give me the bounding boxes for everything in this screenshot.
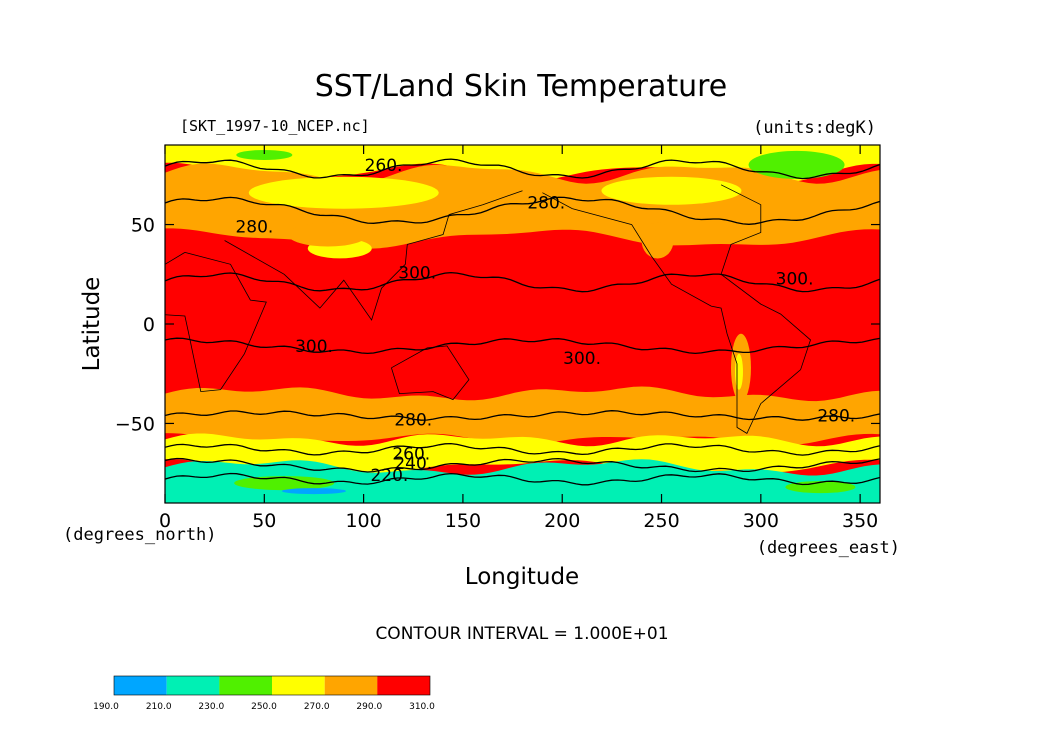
x-tick-label: 250	[643, 510, 679, 532]
colorbar-tick-label: 210.0	[146, 702, 172, 712]
chart-title: SST/Land Skin Temperature	[315, 69, 728, 104]
coastline-africa	[165, 252, 267, 393]
contour-300-north	[165, 271, 880, 293]
patch-antarctic-green-1	[234, 476, 335, 491]
x-axis-label: Longitude	[465, 564, 579, 590]
contour-label: 240.	[394, 454, 432, 474]
chart-subtitle-left: [SKT_1997-10_NCEP.nc]	[180, 117, 370, 135]
colorbar-swatch	[377, 676, 430, 695]
patch-antarctic-blue	[281, 488, 346, 495]
coastline-americas	[542, 184, 811, 434]
coastline-australia	[391, 345, 470, 401]
colorbar-swatch	[114, 676, 167, 695]
x-tick-label: 350	[842, 510, 878, 532]
y-axis-unit: (degrees_north)	[63, 525, 217, 545]
x-tick-label: 200	[544, 510, 580, 532]
y-tick-label: −50	[115, 413, 155, 435]
contour-label: 300.	[398, 263, 436, 283]
patch-siberia-yellow	[248, 176, 439, 209]
colorbar-swatch	[166, 676, 220, 695]
x-tick-label: 50	[252, 510, 276, 532]
zone-south-subpolar	[165, 433, 880, 476]
y-tick-label: 50	[131, 215, 155, 237]
contour-label: 260.	[365, 156, 403, 176]
contour-label: 280.	[817, 407, 855, 427]
x-tick-label: 100	[345, 510, 381, 532]
chart-subtitle-right: (units:degK)	[753, 118, 876, 138]
x-tick-label: 0	[159, 510, 171, 532]
colorbar-swatch	[272, 676, 325, 695]
colorbar-swatch	[219, 676, 272, 695]
colorbar: 190.0 210.0 230.0 250.0 270.0 290.0 310.0	[93, 675, 435, 712]
colorbar-tick-label: 230.0	[198, 702, 224, 712]
y-axis-label: Latitude	[79, 277, 105, 372]
patch-andes-yellow	[734, 353, 743, 390]
patch-canada-yellow	[601, 176, 742, 205]
x-tick-label: 150	[445, 510, 481, 532]
contour-280-south	[165, 410, 880, 421]
contour-label: 300.	[563, 349, 601, 369]
contour-label: 220.	[370, 466, 408, 486]
x-axis-unit: (degrees_east)	[757, 538, 900, 558]
contour-label: 300.	[776, 269, 814, 289]
contour-240-south	[165, 457, 880, 473]
patch-greenland	[748, 150, 845, 179]
contour-220-south	[165, 472, 880, 486]
zone-north-polar	[165, 145, 880, 183]
contour-260-north	[165, 158, 880, 180]
plot-area	[165, 145, 880, 503]
contour-label: 280.	[527, 194, 565, 214]
contour-label: 300.	[295, 337, 333, 357]
colorbar-tick-label: 310.0	[409, 702, 435, 712]
coastline-asia	[224, 190, 523, 321]
colorbar-tick-label: 290.0	[356, 702, 382, 712]
x-tick-label: 300	[743, 510, 779, 532]
patch-rockies	[641, 222, 674, 259]
contour-label: 280.	[235, 218, 273, 238]
colorbar-tick-label: 270.0	[304, 702, 330, 712]
colorbar-tick-label: 250.0	[251, 702, 277, 712]
contour-300-south	[165, 337, 880, 355]
colorbar-tick-label: 190.0	[93, 702, 119, 712]
patch-tibet-orange	[287, 222, 368, 247]
colorbar-frame	[113, 675, 431, 696]
contour-260-south	[165, 442, 880, 456]
contour-label: 260.	[392, 444, 430, 464]
contour-interval-note: CONTOUR INTERVAL = 1.000E+01	[375, 624, 668, 644]
colorbar-swatch	[324, 676, 378, 695]
patch-arctic-green	[236, 149, 293, 160]
contour-label: 280.	[394, 411, 432, 431]
y-tick-label: 0	[143, 314, 155, 336]
